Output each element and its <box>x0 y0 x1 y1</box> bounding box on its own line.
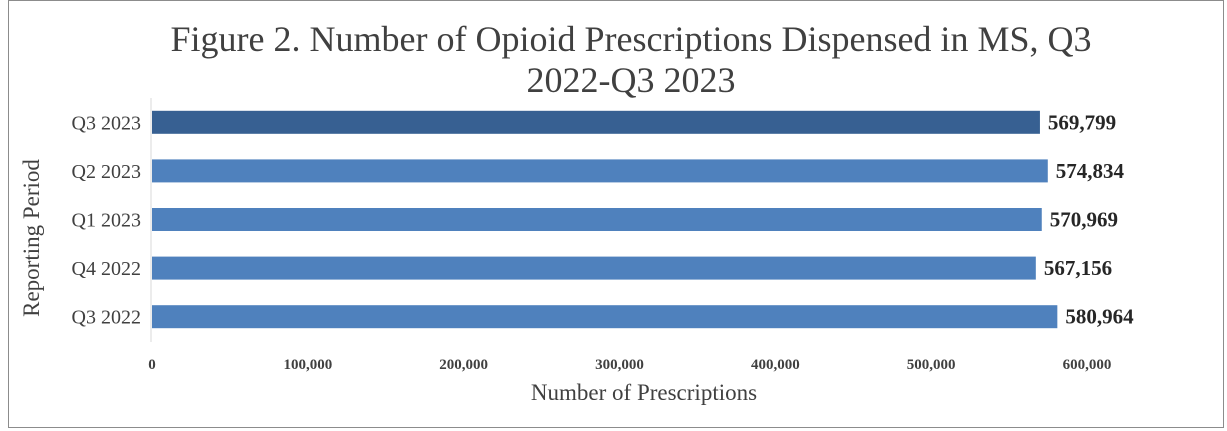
x-tick-label: 500,000 <box>907 357 956 373</box>
y-axis-title: Reporting Period <box>19 159 44 317</box>
category-label-q4-2022: Q4 2022 <box>72 258 141 280</box>
x-tick-label: 300,000 <box>595 357 644 373</box>
x-tick-label: 600,000 <box>1063 357 1112 373</box>
x-axis-title: Number of Prescriptions <box>531 380 757 405</box>
category-label-q3-2023: Q3 2023 <box>72 112 141 134</box>
category-labels: Q3 2023 Q2 2023 Q1 2023 Q4 2022 Q3 2022 <box>72 112 141 328</box>
bar-q3-2022 <box>152 305 1058 329</box>
bar-q2-2023 <box>152 159 1048 183</box>
bar-q3-2023 <box>152 110 1040 134</box>
data-label-q3-2023: 569,799 <box>1048 110 1116 134</box>
x-tick-labels: 0 100,000 200,000 300,000 400,000 500,000 600,… <box>148 357 1111 373</box>
bars-group: 569,799 574,834 570,969 567,156 580,964 <box>152 110 1134 329</box>
x-tick-label: 200,000 <box>439 357 488 373</box>
category-label-q2-2023: Q2 2023 <box>72 161 141 183</box>
bar-q1-2023 <box>152 208 1042 231</box>
data-label-q1-2023: 570,969 <box>1050 208 1118 232</box>
data-label-q3-2022: 580,964 <box>1065 305 1134 329</box>
chart-title-line-1: Figure 2. Number of Opioid Prescriptions… <box>171 19 1092 59</box>
data-label-q4-2022: 567,156 <box>1044 256 1112 280</box>
category-label-q1-2023: Q1 2023 <box>72 210 141 232</box>
bar-q4-2022 <box>152 256 1036 280</box>
category-label-q3-2022: Q3 2022 <box>72 307 141 329</box>
data-label-q2-2023: 574,834 <box>1056 159 1125 183</box>
chart-title-line-2: 2022-Q3 2023 <box>527 60 736 100</box>
x-tick-label: 0 <box>148 357 156 373</box>
x-tick-label: 100,000 <box>283 357 332 373</box>
x-tick-label: 400,000 <box>751 357 800 373</box>
